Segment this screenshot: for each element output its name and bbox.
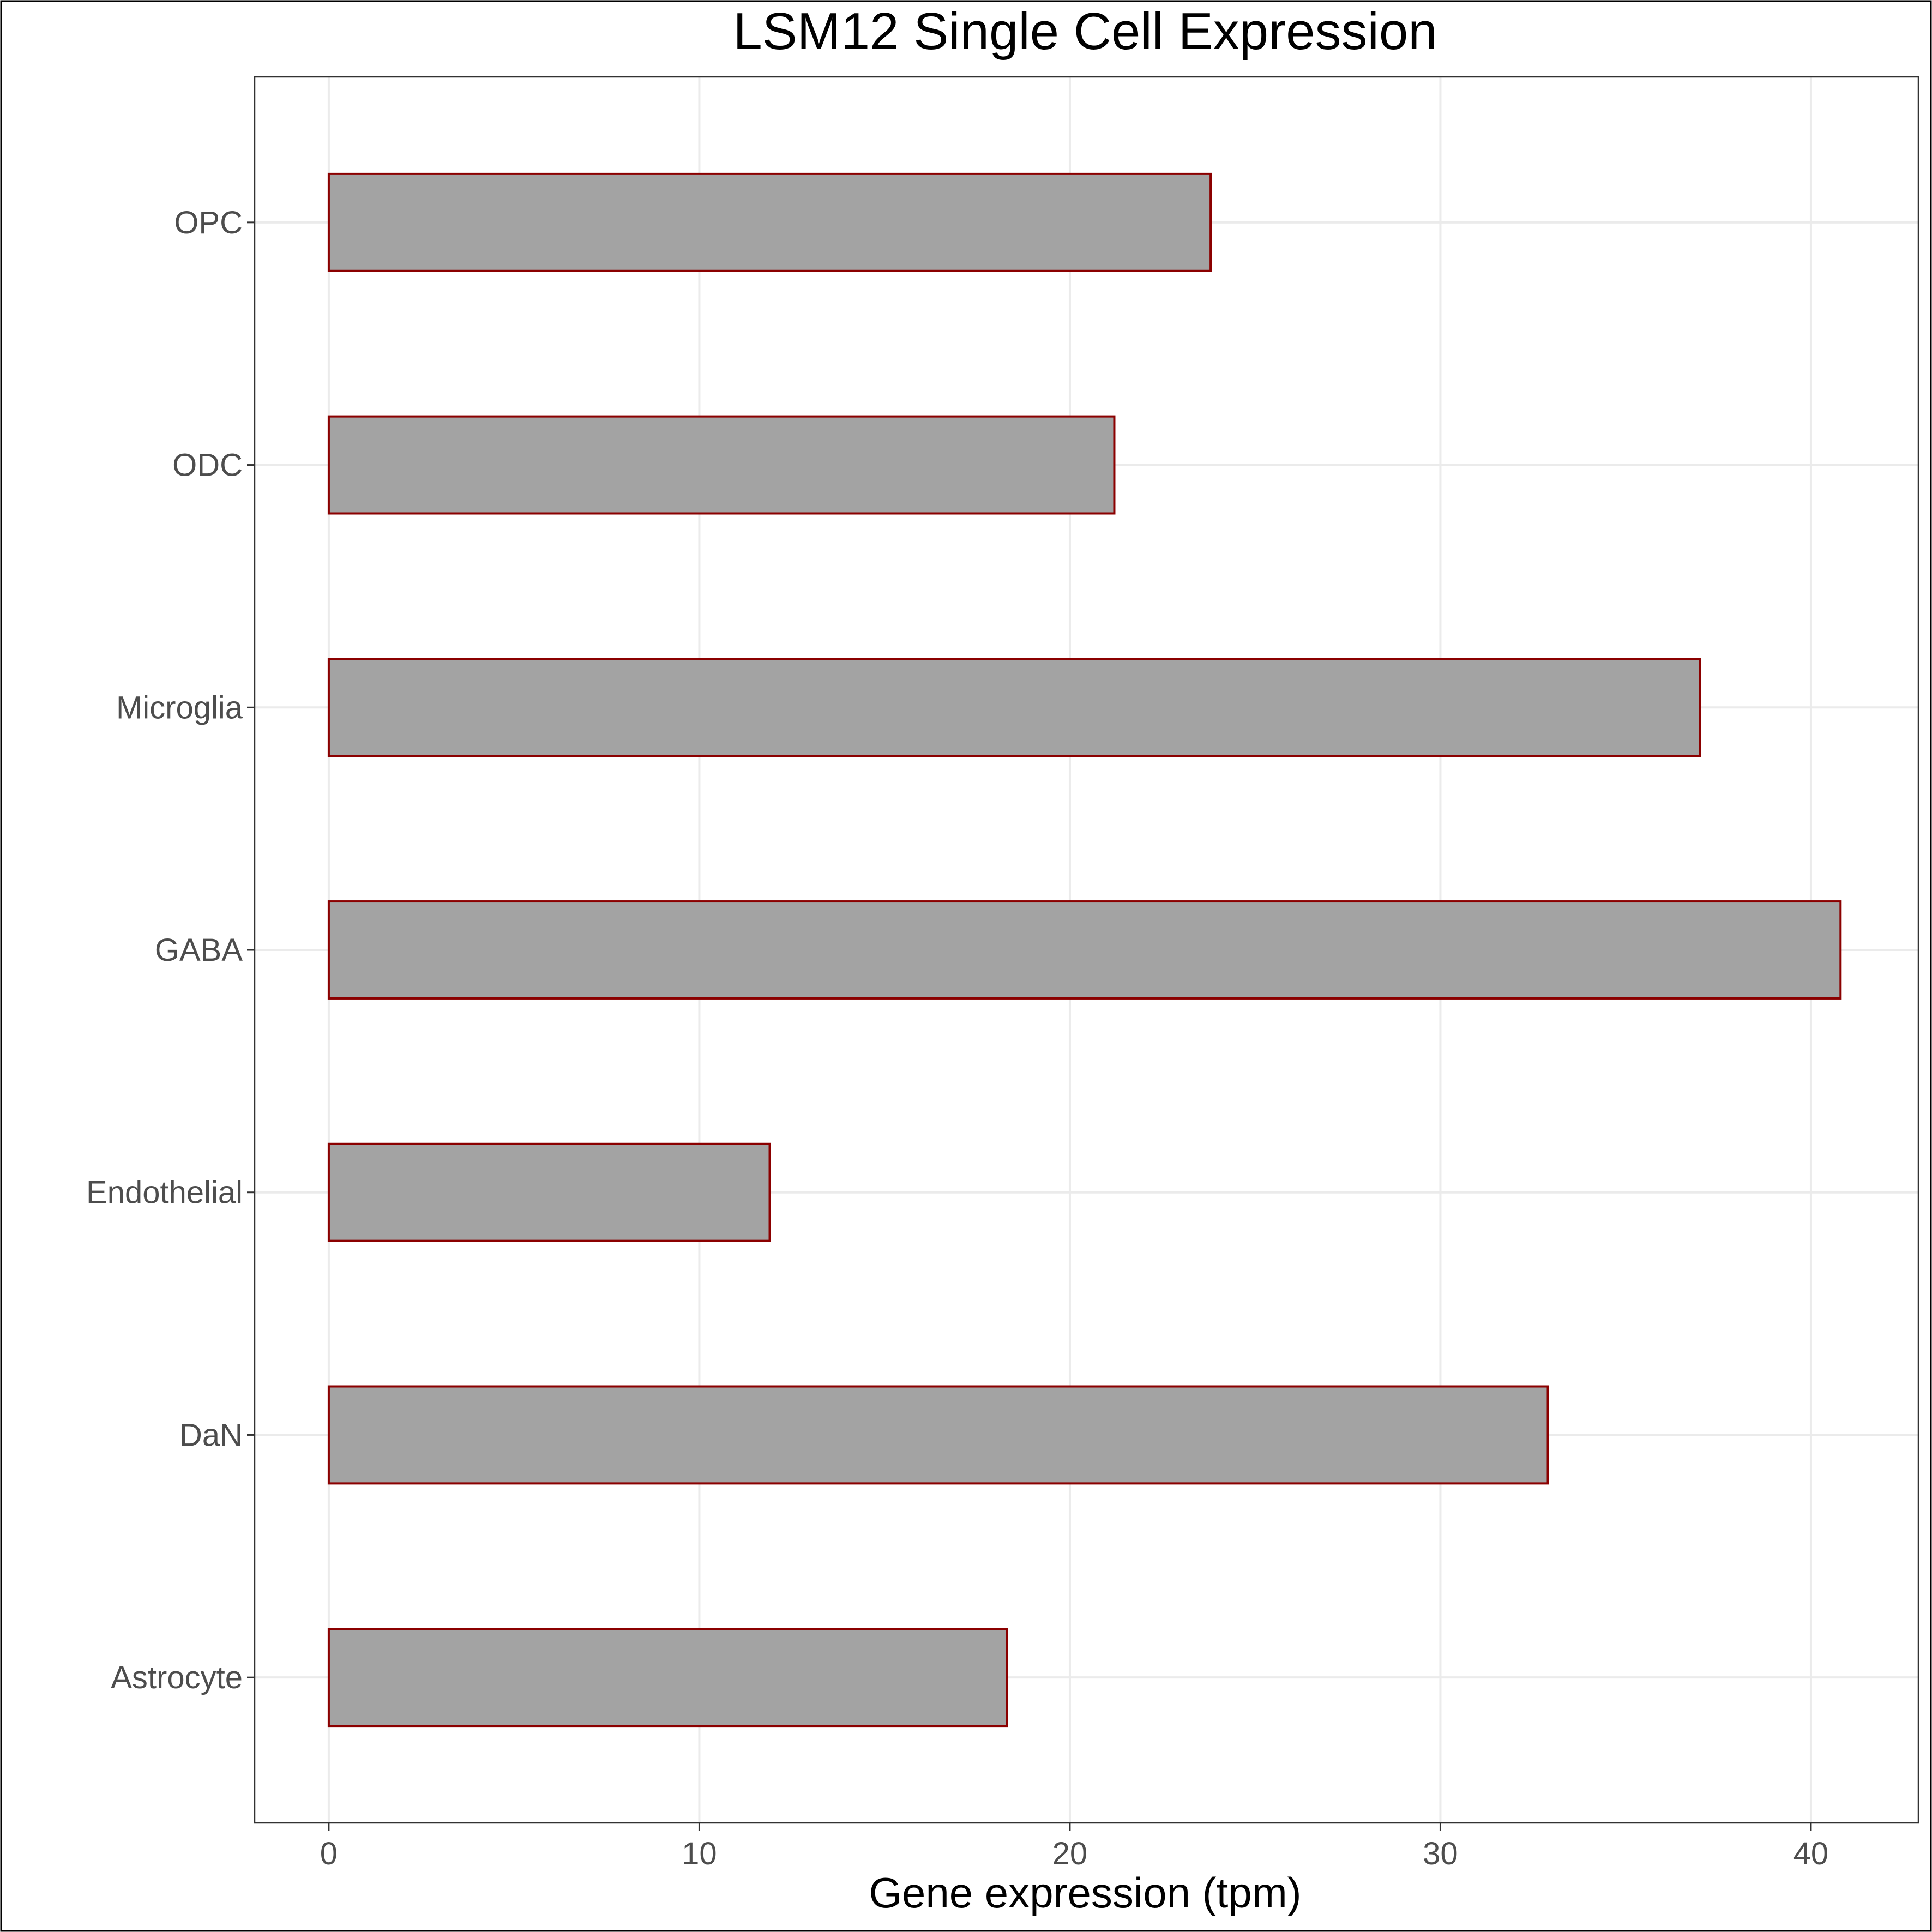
- x-tick-label: 40: [1793, 1836, 1829, 1871]
- bar-gaba: [327, 900, 1842, 1000]
- y-tick-label: Astrocyte: [111, 1660, 243, 1695]
- bars: [327, 172, 1842, 1728]
- axis-ticks: Astrocyte DaN Endothelial GABA Microglia ODC O…: [86, 205, 1828, 1871]
- chart-title: LSM12 Single Cell Expression: [733, 2, 1437, 61]
- y-tick-label: ODC: [172, 448, 243, 483]
- bar-microglia: [327, 658, 1701, 757]
- y-tick-label: OPC: [174, 205, 243, 240]
- bar-astrocyte: [327, 1628, 1008, 1728]
- bar-opc: [327, 172, 1212, 272]
- y-tick-label: GABA: [155, 932, 243, 968]
- bar-dan: [327, 1385, 1549, 1485]
- x-tick-label: 30: [1423, 1836, 1458, 1871]
- bar-odc: [327, 415, 1116, 515]
- y-tick-label: Microglia: [116, 690, 243, 725]
- x-axis-title: Gene expression (tpm): [869, 1869, 1301, 1917]
- x-tick-label: 0: [320, 1836, 338, 1871]
- x-tick-label: 10: [682, 1836, 717, 1871]
- bar-endothelial: [327, 1142, 771, 1242]
- y-tick-label: Endothelial: [86, 1175, 243, 1211]
- y-tick-label: DaN: [179, 1417, 243, 1453]
- x-tick-label: 20: [1052, 1836, 1088, 1871]
